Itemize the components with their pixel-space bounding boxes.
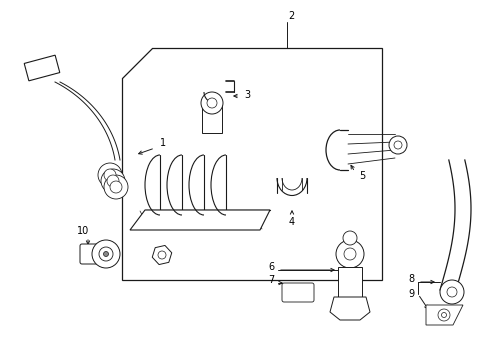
Circle shape xyxy=(101,169,125,193)
Circle shape xyxy=(437,309,449,321)
FancyBboxPatch shape xyxy=(24,55,60,81)
Circle shape xyxy=(206,98,217,108)
Circle shape xyxy=(104,175,128,199)
Text: 1: 1 xyxy=(160,138,166,148)
Circle shape xyxy=(342,231,356,245)
Circle shape xyxy=(92,240,120,268)
Text: 5: 5 xyxy=(358,171,365,181)
FancyBboxPatch shape xyxy=(80,244,104,264)
Bar xyxy=(202,105,222,133)
FancyBboxPatch shape xyxy=(282,283,313,302)
Circle shape xyxy=(201,92,223,114)
Circle shape xyxy=(441,312,446,318)
Circle shape xyxy=(99,247,113,261)
Text: 3: 3 xyxy=(244,90,249,100)
Polygon shape xyxy=(329,297,369,320)
Circle shape xyxy=(439,280,463,304)
Bar xyxy=(337,267,361,297)
Polygon shape xyxy=(130,210,269,230)
Circle shape xyxy=(393,141,401,149)
Circle shape xyxy=(158,251,165,259)
Text: 2: 2 xyxy=(287,11,293,21)
Circle shape xyxy=(110,181,122,193)
Circle shape xyxy=(343,248,355,260)
Text: 7: 7 xyxy=(267,275,274,285)
Circle shape xyxy=(107,175,119,187)
Text: 10: 10 xyxy=(77,226,89,236)
Circle shape xyxy=(388,136,406,154)
Text: 4: 4 xyxy=(288,217,294,227)
Polygon shape xyxy=(122,48,381,280)
Circle shape xyxy=(103,252,108,256)
Circle shape xyxy=(98,163,122,187)
Text: 8: 8 xyxy=(407,274,413,284)
Text: 6: 6 xyxy=(267,262,273,272)
Polygon shape xyxy=(425,305,462,325)
Text: 9: 9 xyxy=(407,289,413,299)
Circle shape xyxy=(335,240,363,268)
Circle shape xyxy=(104,169,116,181)
Circle shape xyxy=(446,287,456,297)
